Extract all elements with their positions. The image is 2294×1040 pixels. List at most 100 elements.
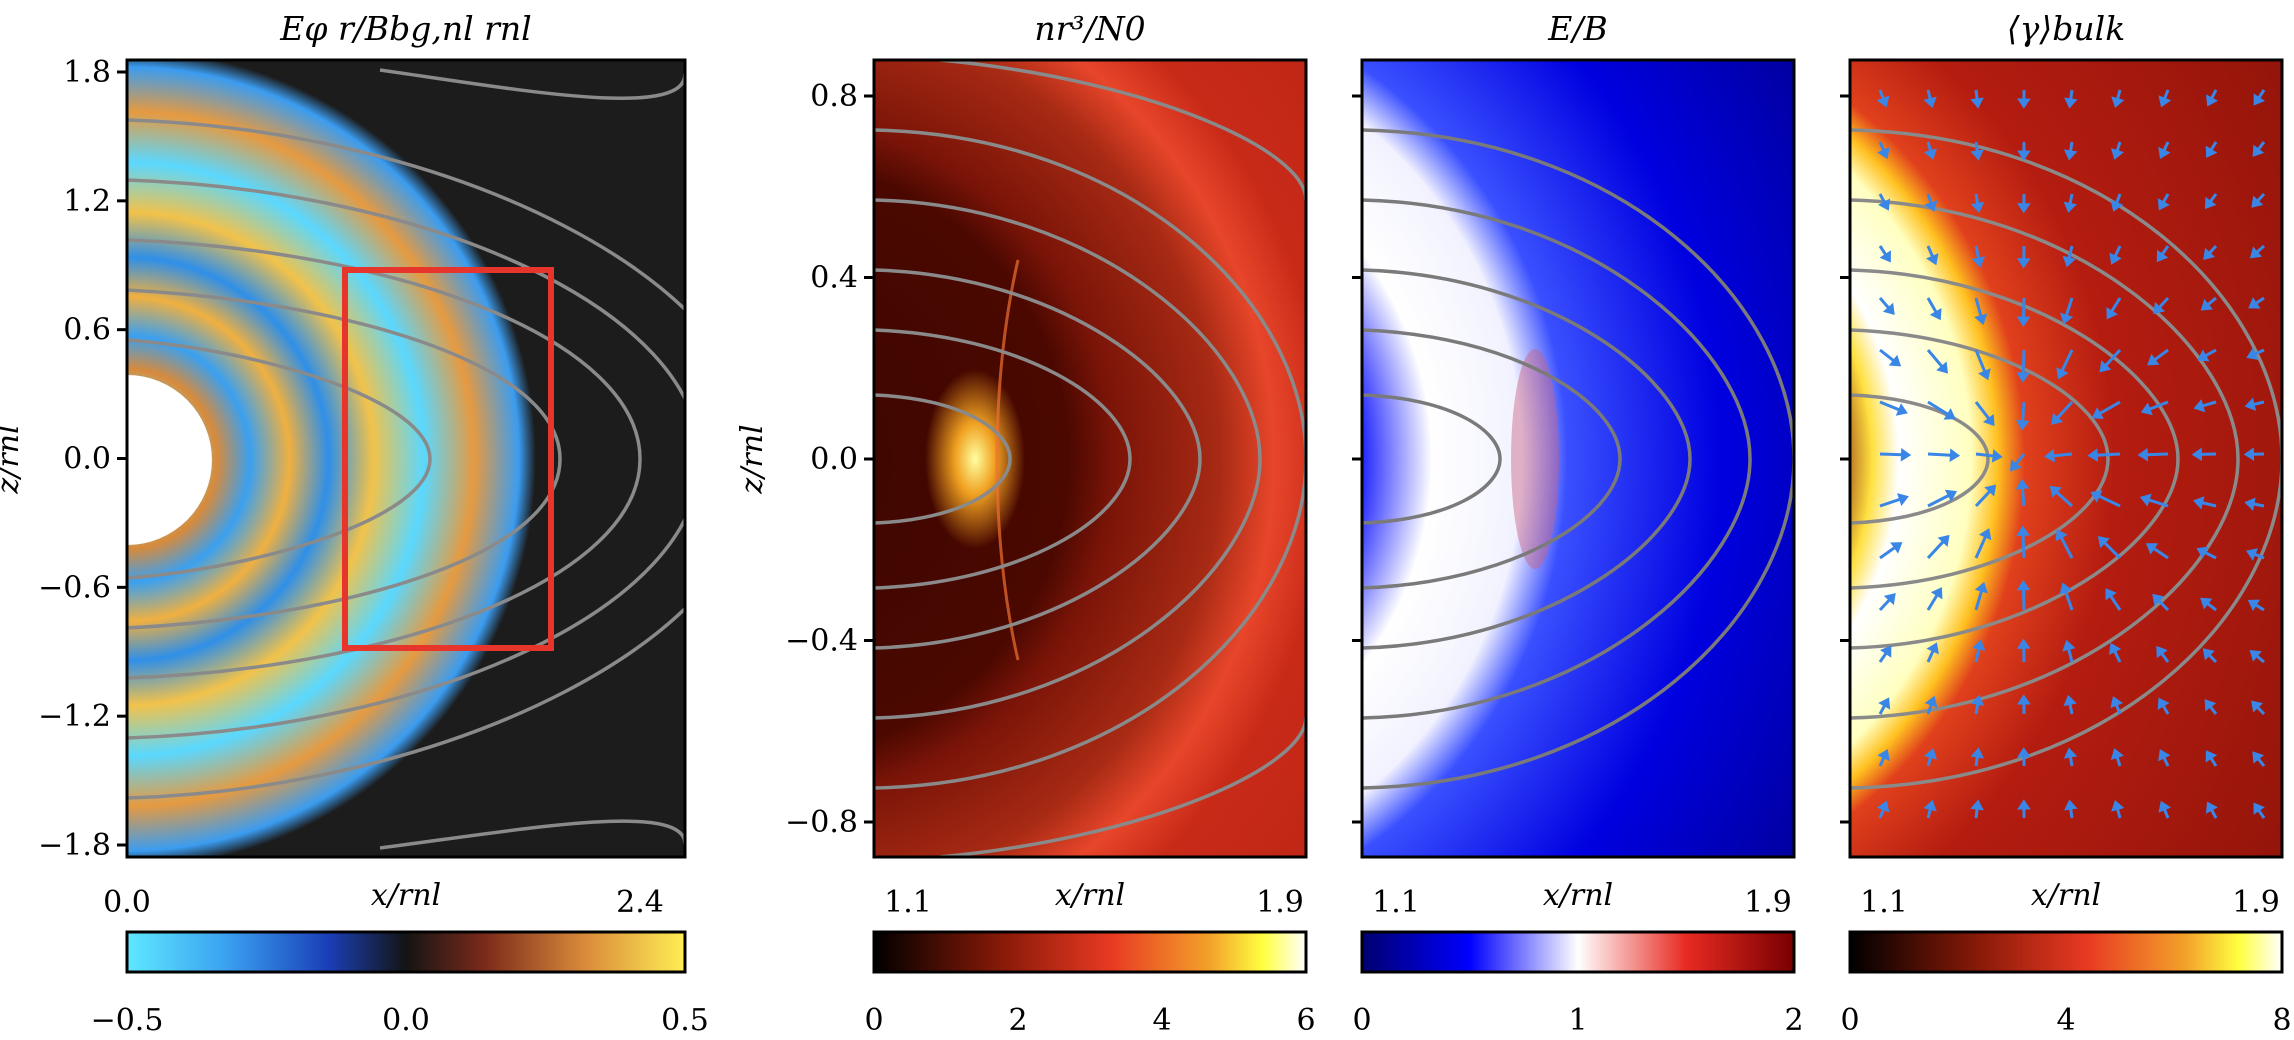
velocity-arrow (2201, 400, 2217, 408)
panel-d-colorbar-tick: 8 (2272, 1003, 2291, 1038)
velocity-arrow (2067, 647, 2074, 663)
velocity-arrowhead (2051, 412, 2064, 425)
velocity-arrowhead (2253, 93, 2265, 106)
velocity-arrowhead (2017, 747, 2031, 758)
velocity-arrowhead (2244, 497, 2256, 511)
velocity-arrow (2161, 193, 2170, 204)
velocity-arrow (2114, 703, 2122, 715)
wave-field-image (127, 60, 685, 857)
velocity-arrow (2069, 807, 2074, 819)
velocity-arrow (1926, 649, 1935, 663)
velocity-arrow (2098, 400, 2121, 416)
panel-e-over-b: E/B x/rnl 1.1 1.9 0 1 2 (1352, 9, 1804, 1038)
velocity-arrow (2104, 348, 2122, 368)
velocity-arrow (1878, 704, 1887, 715)
colorbar-b (872, 930, 1308, 974)
velocity-arrowhead (1970, 694, 1985, 706)
velocity-arrow (1878, 141, 1886, 152)
velocity-arrowhead (1944, 489, 1958, 502)
velocity-arrowhead (2063, 747, 2078, 759)
velocity-arrow (2115, 89, 2122, 101)
velocity-arrow (1878, 808, 1886, 819)
velocity-arrow (2113, 245, 2122, 258)
velocity-arrowhead (1923, 148, 1937, 160)
velocity-arrowhead (2158, 95, 2172, 108)
velocity-arrow (2255, 705, 2266, 716)
panel-density: nr³/N0 0.8 0.4 0.0 −0.4 −0.8 x/rnl z/rnl 1.1… (735, 9, 1316, 1038)
velocity-arrowhead (1880, 645, 1892, 658)
velocity-arrowhead (2055, 529, 2068, 542)
velocity-arrowhead (2204, 196, 2217, 210)
velocity-arrow (2256, 192, 2266, 203)
panel-d-xtick-left: 1.1 (1860, 885, 1908, 920)
velocity-arrow (1927, 493, 1950, 508)
velocity-arrowhead (1923, 748, 1937, 760)
velocity-arrowhead (2110, 148, 2124, 160)
velocity-arrowhead (2200, 298, 2213, 311)
field-lines-b (874, 60, 1306, 857)
velocity-arrow (2021, 349, 2026, 375)
velocity-arrowhead (2009, 459, 2022, 472)
y-ticks-c (1352, 94, 1362, 824)
velocity-arrowhead (2016, 316, 2031, 327)
panel-c-xtick-left: 1.1 (1372, 885, 1420, 920)
velocity-arrowhead (2193, 399, 2206, 413)
velocity-arrow (2068, 703, 2074, 715)
velocity-arrow (2257, 89, 2266, 100)
central-body (127, 375, 212, 545)
colorbar-d (1848, 930, 2284, 974)
velocity-arrow (2146, 452, 2169, 457)
velocity-arrowhead (1970, 149, 1984, 161)
velocity-arrow (2021, 401, 2026, 422)
velocity-arrowhead (2156, 249, 2169, 263)
velocity-arrowhead (1970, 799, 1984, 811)
colorbar-a-tick-1: 0.0 (382, 1003, 430, 1038)
velocity-arrow (2162, 756, 2170, 767)
velocity-arrow (1879, 497, 1902, 508)
velocity-arrow (2256, 757, 2266, 767)
panel-b-colorbar-tick: 2 (1008, 1003, 1027, 1038)
velocity-arrow (2208, 705, 2218, 715)
velocity-arrow (1878, 193, 1887, 204)
velocity-arrowhead (2017, 150, 2031, 161)
velocity-arrow (2209, 141, 2218, 152)
velocity-arrow (1879, 545, 1897, 560)
velocity-arrow (1926, 593, 1939, 611)
velocity-arrow (1926, 349, 1944, 368)
velocity-arrow (1926, 245, 1935, 258)
velocity-arrow (2068, 193, 2074, 205)
velocity-arrow (2162, 89, 2170, 100)
velocity-arrowhead (2062, 255, 2076, 268)
velocity-arrow (1974, 245, 1981, 260)
velocity-arrow (2208, 193, 2218, 203)
velocity-arrow (2209, 89, 2218, 100)
velocity-arrow (2203, 550, 2217, 560)
panel-a-ytick-label: 0.6 (63, 313, 111, 348)
colorbar-a-tick-0: −0.5 (91, 1003, 164, 1038)
velocity-arrowhead (1876, 95, 1890, 108)
colorbar-c-ticks: 0 1 2 (1352, 1003, 1803, 1038)
shock-front-b (995, 259, 1020, 661)
velocity-arrow (2020, 487, 2026, 507)
velocity-arrowhead (1877, 147, 1890, 160)
velocity-arrow (2014, 453, 2026, 466)
velocity-arrow (1927, 452, 1952, 457)
velocity-arrowhead (2110, 199, 2124, 212)
velocity-arrowhead (2097, 536, 2110, 549)
velocity-arrow (2060, 349, 2074, 373)
velocity-arrow (2157, 296, 2170, 309)
panel-a-ytick-label: −1.8 (38, 828, 111, 863)
panel-c-title: E/B (1547, 9, 1607, 48)
panel-b-ylabel: z/rnl (735, 424, 770, 494)
velocity-arrowhead (2064, 97, 2078, 109)
velocity-arrow (1926, 193, 1933, 205)
velocity-arrow (2113, 650, 2122, 663)
velocity-arrow (2160, 245, 2170, 256)
velocity-arrowhead (1991, 449, 2003, 463)
panel-b-ytick-label: 0.0 (810, 442, 858, 477)
panel-b-colorbar-tick: 6 (1296, 1003, 1315, 1038)
velocity-arrow (1974, 349, 1987, 373)
velocity-arrow (1974, 702, 1980, 715)
velocity-arrow (1879, 400, 1901, 412)
velocity-arrowhead (1895, 403, 1908, 416)
